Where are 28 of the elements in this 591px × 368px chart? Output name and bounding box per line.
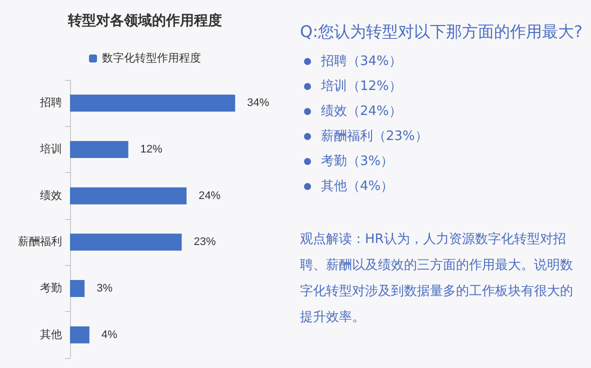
chart-title: 转型对各领域的作用程度: [67, 12, 222, 28]
bar: [70, 187, 187, 204]
bar: [70, 234, 182, 251]
data-label: 24%: [198, 190, 221, 202]
y-tick-label: 考勤: [40, 282, 62, 294]
data-label: 34%: [247, 97, 270, 110]
text: 其他（4%）: [321, 178, 394, 196]
y-tick-label: 招聘: [39, 97, 62, 110]
bar: [70, 94, 236, 112]
text: 考勤（3%）: [321, 153, 394, 171]
bar: [70, 280, 85, 297]
text: 招聘（34%）: [321, 53, 402, 71]
y-tick-label: 培训: [39, 142, 62, 156]
data-label: 12%: [140, 144, 163, 156]
y-tick-label: 绩效: [40, 188, 62, 202]
data-label: 23%: [194, 236, 216, 248]
y-tick-label: 其他: [40, 328, 62, 341]
text: 培训（12%）: [321, 78, 402, 96]
text: 观点解读：HR认为，人力资源数字化转型对招聘、薪酬以及绩效的三方面的作用最大。说明数字化转型对涉及到数据量多的工作板块有很大的提升效率。: [300, 231, 574, 327]
legend-label: 数字化转型作用程度: [102, 52, 201, 64]
y-tick-label: 薪酬福利: [18, 235, 62, 248]
data-label: 4%: [101, 328, 118, 341]
text: 绩效（24%）: [321, 103, 402, 121]
text: Q:您认为转型对以下那方面的作用最大?: [300, 22, 584, 43]
bar: [70, 141, 128, 158]
bar: [70, 326, 90, 344]
data-label: 3%: [96, 282, 113, 294]
text: 薪酬福利（23%）: [321, 128, 428, 146]
